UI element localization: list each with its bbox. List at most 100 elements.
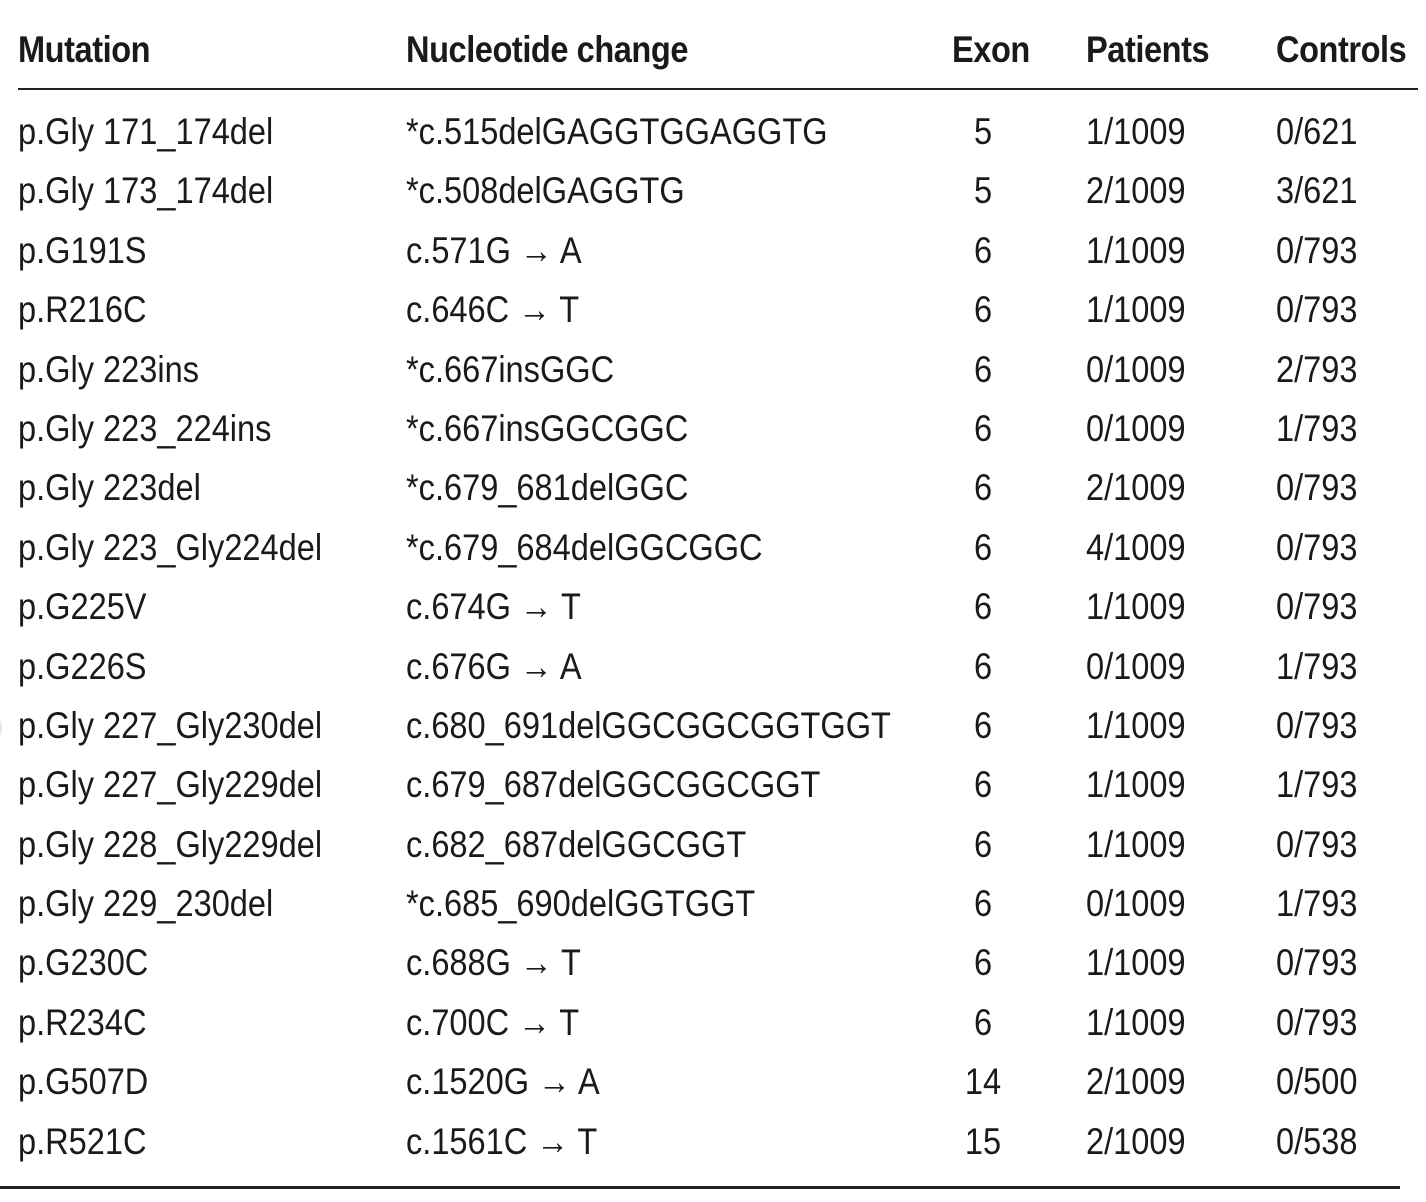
cell-controls: 2/793 — [1276, 348, 1358, 390]
cell-nucleotide-change: *c.508delGAGGTG — [406, 170, 685, 212]
cell-exon: 6 — [973, 645, 993, 687]
cell-mutation: p.Gly 223_Gly224del — [18, 526, 323, 568]
cell-exon: 5 — [973, 111, 993, 152]
cell-patients: 4/1009 — [1086, 526, 1186, 568]
cell-mutation: p.Gly 228_Gly229del — [18, 823, 323, 865]
cell-patients: 1/1009 — [1086, 111, 1186, 152]
table-row: p.Gly 228_Gly229del c.682_687delGGCGGT 6 1/… — [18, 817, 1418, 876]
cell-nucleotide-change: c.571G → A — [406, 229, 582, 271]
cell-exon: 6 — [973, 704, 993, 746]
table-row: p.Gly 227_Gly229del c.679_687delGGCGGCGGT… — [18, 757, 1418, 816]
header-exon: Exon — [952, 29, 1030, 70]
table-row: p.R521C c.1561C → T 15 2/1009 0/538 — [18, 1114, 1418, 1173]
cell-controls: 1/793 — [1276, 764, 1358, 806]
table-bottom-rule — [0, 1186, 1400, 1189]
cell-patients: 1/1009 — [1086, 289, 1186, 331]
cell-nucleotide-change: c.646C → T — [406, 289, 580, 331]
cell-mutation: p.G230C — [18, 942, 149, 984]
cell-exon: 6 — [973, 289, 993, 331]
header-mutation: Mutation — [18, 29, 151, 70]
cell-exon: 6 — [973, 467, 993, 509]
cell-controls: 0/538 — [1276, 1120, 1358, 1162]
cell-mutation: p.Gly 227_Gly229del — [18, 764, 323, 806]
cell-exon: 6 — [973, 883, 993, 925]
table-row: p.Gly 223_Gly224del *c.679_684delGGCGGC 6 4… — [18, 520, 1418, 579]
cell-mutation: p.Gly 223del — [18, 467, 201, 509]
table-body: p.Gly 171_174del *c.515delGAGGTGGAGGTG 5 1/… — [18, 90, 1418, 1173]
cell-nucleotide-change: c.700C → T — [406, 1001, 580, 1043]
header-patients: Patients — [1086, 29, 1210, 70]
cell-mutation: p.R216C — [18, 289, 147, 331]
cell-exon: 6 — [973, 229, 993, 271]
cell-exon: 6 — [973, 586, 993, 628]
mutation-table: Mutation Nucleotide change Exon Patients… — [18, 0, 1418, 1173]
cell-mutation: p.G507D — [18, 1061, 149, 1103]
cell-nucleotide-change: *c.667insGGC — [406, 348, 615, 390]
cell-exon: 6 — [973, 526, 993, 568]
cell-exon: 15 — [964, 1120, 1002, 1162]
cell-patients: 0/1009 — [1086, 348, 1186, 390]
cell-nucleotide-change: c.682_687delGGCGGT — [406, 823, 747, 865]
header-controls: Controls — [1276, 29, 1407, 70]
cell-exon: 5 — [973, 170, 993, 212]
cell-nucleotide-change: c.1561C → T — [406, 1120, 598, 1162]
cell-nucleotide-change: c.679_687delGGCGGCGGT — [406, 764, 821, 806]
table-row: p.Gly 223_224ins *c.667insGGCGGC 6 0/1009 1/… — [18, 401, 1418, 460]
cell-controls: 0/793 — [1276, 823, 1358, 865]
cell-patients: 1/1009 — [1086, 704, 1186, 746]
header-nucleotide-change: Nucleotide change — [406, 29, 688, 70]
cell-patients: 1/1009 — [1086, 942, 1186, 984]
table-row: p.G191S c.571G → A 6 1/1009 0/793 — [18, 223, 1418, 282]
page-edge-tab — [0, 712, 2, 744]
cell-controls: 0/793 — [1276, 942, 1358, 984]
cell-patients: 1/1009 — [1086, 586, 1186, 628]
cell-patients: 1/1009 — [1086, 764, 1186, 806]
cell-controls: 0/621 — [1276, 111, 1358, 152]
cell-exon: 6 — [973, 764, 993, 806]
cell-controls: 0/793 — [1276, 526, 1358, 568]
cell-patients: 0/1009 — [1086, 645, 1186, 687]
table-row: p.Gly 171_174del *c.515delGAGGTGGAGGTG 5 1/… — [18, 104, 1418, 163]
cell-patients: 0/1009 — [1086, 883, 1186, 925]
table-row: p.R234C c.700C → T 6 1/1009 0/793 — [18, 995, 1418, 1054]
cell-mutation: p.Gly 223ins — [18, 348, 199, 390]
cell-mutation: p.R234C — [18, 1001, 147, 1043]
cell-controls: 0/793 — [1276, 467, 1358, 509]
cell-patients: 2/1009 — [1086, 170, 1186, 212]
cell-mutation: p.G226S — [18, 645, 147, 687]
cell-controls: 0/793 — [1276, 289, 1358, 331]
cell-patients: 1/1009 — [1086, 823, 1186, 865]
cell-controls: 1/793 — [1276, 645, 1358, 687]
cell-mutation: p.G191S — [18, 229, 147, 271]
table-row: p.G226S c.676G → A 6 0/1009 1/793 — [18, 639, 1418, 698]
cell-patients: 1/1009 — [1086, 229, 1186, 271]
cell-exon: 6 — [973, 348, 993, 390]
cell-nucleotide-change: *c.679_684delGGCGGC — [406, 526, 763, 568]
cell-mutation: p.R521C — [18, 1120, 147, 1162]
cell-nucleotide-change: c.688G → T — [406, 942, 581, 984]
cell-nucleotide-change: *c.667insGGCGGC — [406, 407, 689, 449]
cell-nucleotide-change: *c.679_681delGGC — [406, 467, 689, 509]
cell-patients: 2/1009 — [1086, 1120, 1186, 1162]
table-row: p.Gly 223del *c.679_681delGGC 6 2/1009 0/793 — [18, 460, 1418, 519]
cell-controls: 0/793 — [1276, 229, 1358, 271]
table-row: p.Gly 227_Gly230del c.680_691delGGCGGCGGT… — [18, 698, 1418, 757]
cell-exon: 6 — [973, 823, 993, 865]
cell-mutation: p.Gly 173_174del — [18, 170, 274, 212]
table-row: p.Gly 223ins *c.667insGGC 6 0/1009 2/793 — [18, 342, 1418, 401]
table-header: Mutation Nucleotide change Exon Patients… — [18, 0, 1418, 90]
table-row: p.G507D c.1520G → A 14 2/1009 0/500 — [18, 1054, 1418, 1113]
cell-nucleotide-change: c.680_691delGGCGGCGGTGGT — [406, 704, 891, 746]
cell-exon: 6 — [973, 1001, 993, 1043]
cell-nucleotide-change: *c.515delGAGGTGGAGGTG — [406, 111, 828, 152]
cell-controls: 0/793 — [1276, 1001, 1358, 1043]
cell-nucleotide-change: c.674G → T — [406, 586, 581, 628]
table-row: p.R216C c.646C → T 6 1/1009 0/793 — [18, 282, 1418, 341]
cell-mutation: p.Gly 223_224ins — [18, 407, 272, 449]
cell-patients: 2/1009 — [1086, 467, 1186, 509]
cell-mutation: p.Gly 171_174del — [18, 111, 274, 152]
cell-mutation: p.Gly 227_Gly230del — [18, 704, 323, 746]
table-row: p.G230C c.688G → T 6 1/1009 0/793 — [18, 935, 1418, 994]
cell-mutation: p.Gly 229_230del — [18, 883, 274, 925]
cell-nucleotide-change: c.1520G → A — [406, 1061, 600, 1103]
